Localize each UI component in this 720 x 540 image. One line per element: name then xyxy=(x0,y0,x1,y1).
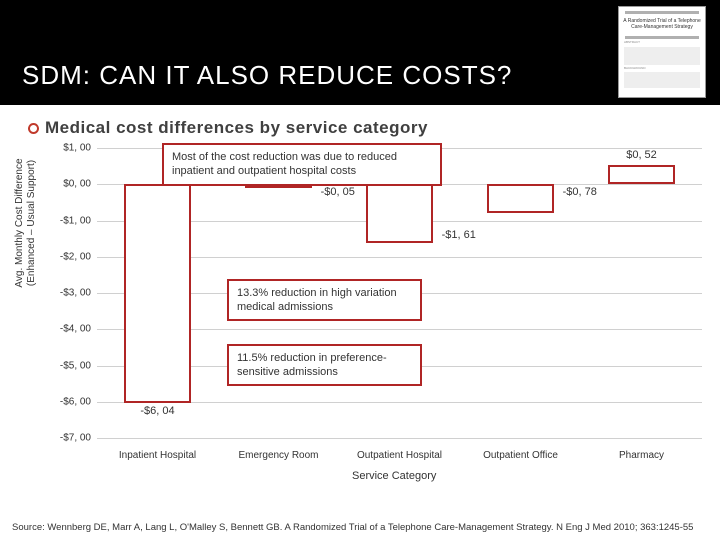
bar-value-label: $0, 52 xyxy=(626,149,657,161)
callout-low: 11.5% reduction in preference-sensitive … xyxy=(227,344,422,387)
bar xyxy=(124,184,191,403)
x-axis-label: Service Category xyxy=(352,470,436,482)
y-tick-label: $0, 00 xyxy=(47,179,91,190)
paper-thumbnail: A Randomized Trial of a Telephone Care-M… xyxy=(618,6,706,98)
bar xyxy=(608,165,675,184)
bullet-text: Medical cost differences by service cate… xyxy=(45,118,428,137)
bar-value-label: -$1, 61 xyxy=(442,229,476,241)
y-tick-label: -$5, 00 xyxy=(47,360,91,371)
plot-area: $1, 00$0, 00-$1, 00-$2, 00-$3, 00-$4, 00… xyxy=(97,148,702,438)
bar-value-label: -$0, 78 xyxy=(563,186,597,198)
thumb-abstract: ABSTRACT xyxy=(624,41,700,45)
category-label: Inpatient Hospital xyxy=(119,450,196,461)
y-tick-label: -$2, 00 xyxy=(47,251,91,262)
chart: Avg. Monthly Cost Difference(Enhanced – … xyxy=(12,148,712,488)
bar xyxy=(366,184,433,242)
slide-title: SDM: CAN IT ALSO REDUCE COSTS? xyxy=(22,60,512,91)
category-label: Pharmacy xyxy=(619,450,664,461)
y-axis-label: Avg. Monthly Cost Difference(Enhanced – … xyxy=(14,123,38,323)
thumb-title: A Randomized Trial of a Telephone Care-M… xyxy=(623,18,701,30)
bar-value-label: -$6, 04 xyxy=(140,405,174,417)
category-label: Outpatient Hospital xyxy=(357,450,442,461)
y-tick-label: -$1, 00 xyxy=(47,215,91,226)
category-label: Emergency Room xyxy=(238,450,318,461)
bar xyxy=(487,184,554,212)
source-citation: Source: Wennberg DE, Marr A, Lang L, O'M… xyxy=(12,522,708,534)
thumb-background: BACKGROUND xyxy=(624,67,700,71)
y-tick-label: -$6, 00 xyxy=(47,396,91,407)
gridline xyxy=(97,438,702,439)
bar-value-label: -$0, 05 xyxy=(321,186,355,198)
y-tick-label: -$3, 00 xyxy=(47,288,91,299)
callout-top: Most of the cost reduction was due to re… xyxy=(162,143,442,186)
bullet-heading: Medical cost differences by service cate… xyxy=(28,118,428,138)
y-tick-label: -$7, 00 xyxy=(47,433,91,444)
y-tick-label: $1, 00 xyxy=(47,143,91,154)
y-tick-label: -$4, 00 xyxy=(47,324,91,335)
category-label: Outpatient Office xyxy=(483,450,558,461)
callout-mid: 13.3% reduction in high variation medica… xyxy=(227,279,422,322)
